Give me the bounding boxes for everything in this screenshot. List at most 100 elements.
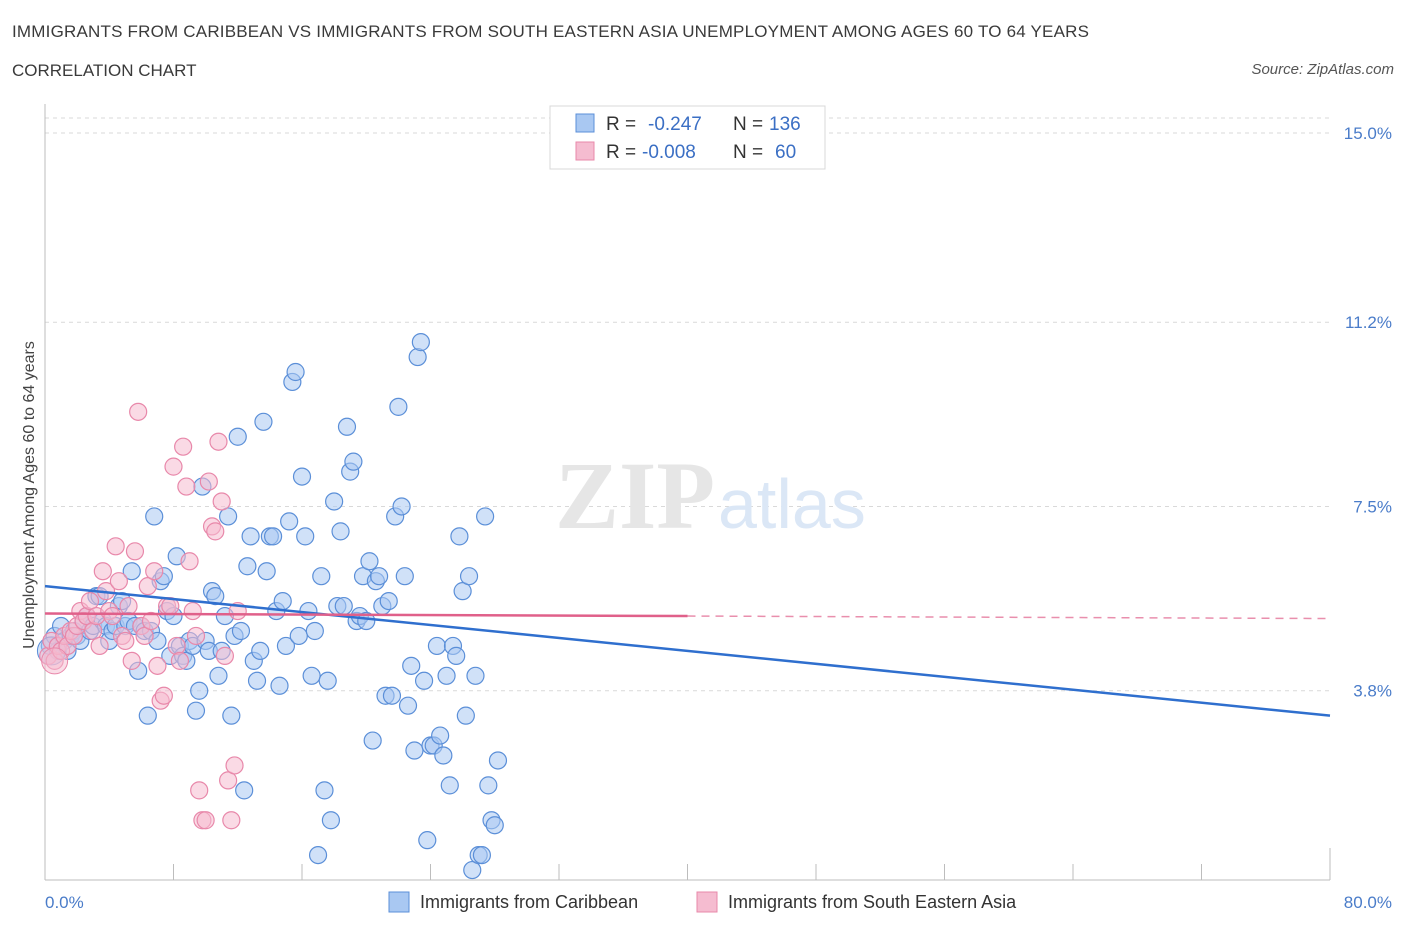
point-sea xyxy=(180,552,199,571)
point-sea xyxy=(206,522,225,541)
point-sea xyxy=(177,477,196,496)
point-caribbean xyxy=(296,527,315,546)
trend-line-sea-extension xyxy=(687,615,1331,620)
point-caribbean xyxy=(257,562,276,581)
point-sea xyxy=(222,811,241,830)
point-sea xyxy=(186,626,206,646)
point-caribbean xyxy=(206,587,225,606)
axes xyxy=(44,104,1331,881)
point-caribbean xyxy=(251,641,270,661)
point-caribbean xyxy=(472,845,491,865)
point-sea xyxy=(190,781,209,800)
point-caribbean xyxy=(241,527,260,546)
legend-swatch-sea xyxy=(575,141,595,161)
point-caribbean xyxy=(411,333,430,352)
point-caribbean xyxy=(138,706,157,725)
point-caribbean xyxy=(466,666,485,685)
point-sea xyxy=(154,686,173,705)
point-caribbean xyxy=(440,776,459,795)
point-caribbean xyxy=(395,567,414,586)
point-sea xyxy=(129,402,148,421)
point-sea xyxy=(199,472,218,491)
point-caribbean xyxy=(286,362,305,382)
legend-n-label: N = xyxy=(733,142,763,163)
point-sea xyxy=(145,562,164,581)
point-caribbean xyxy=(456,706,475,725)
top-legend: R = -0.247 N = 136 R = -0.008 N = 60 xyxy=(549,105,826,170)
point-caribbean xyxy=(418,831,437,850)
y-tick-label: 11.2% xyxy=(1345,313,1392,332)
point-caribbean xyxy=(337,417,357,436)
point-caribbean xyxy=(186,701,206,720)
point-caribbean xyxy=(289,626,308,646)
point-caribbean xyxy=(292,467,312,486)
point-caribbean xyxy=(344,452,363,471)
point-caribbean xyxy=(485,816,504,835)
point-sea xyxy=(41,647,69,675)
point-caribbean xyxy=(398,696,418,715)
legend-n-label: N = xyxy=(733,114,763,135)
y-tick-label: 7.5% xyxy=(1353,497,1392,516)
point-caribbean xyxy=(263,527,283,546)
point-sea xyxy=(209,432,228,451)
point-sea xyxy=(196,811,215,830)
legend-r-label: R = xyxy=(606,142,636,163)
source-label: Source: ZipAtlas.com xyxy=(1251,61,1394,78)
point-caribbean xyxy=(437,666,456,685)
point-caribbean xyxy=(305,621,324,641)
bottom-legend-caribbean: Immigrants from Caribbean xyxy=(420,892,638,912)
point-caribbean xyxy=(414,671,434,690)
legend-r-value: -0.247 xyxy=(648,114,702,135)
point-caribbean xyxy=(318,671,337,690)
point-caribbean xyxy=(321,811,341,830)
point-caribbean xyxy=(405,741,424,760)
point-caribbean xyxy=(280,512,299,531)
point-caribbean xyxy=(228,427,247,446)
point-sea xyxy=(141,611,161,631)
y-tick-label: 15.0% xyxy=(1344,124,1392,143)
legend-r-label: R = xyxy=(606,114,636,135)
y-tick-labels: 3.8% 7.5% 11.2% 15.0% xyxy=(1344,124,1392,701)
point-sea xyxy=(125,542,145,561)
point-caribbean xyxy=(238,557,257,576)
point-sea xyxy=(93,562,112,581)
point-caribbean xyxy=(334,596,353,616)
y-tick-label: 3.8% xyxy=(1353,682,1392,701)
legend-n-value: 60 xyxy=(775,142,796,163)
point-sea xyxy=(215,646,234,665)
point-sea xyxy=(183,601,202,621)
point-caribbean xyxy=(450,527,469,546)
watermark: ZIP atlas xyxy=(555,442,866,549)
point-caribbean xyxy=(235,781,254,800)
y-axis-label: Unemployment Among Ages 60 to 64 years xyxy=(21,341,38,649)
bottom-legend-swatch-caribbean xyxy=(388,891,410,913)
trend-line-sea xyxy=(44,612,688,618)
x-tick-label-min: 0.0% xyxy=(45,893,84,912)
svg-text:atlas: atlas xyxy=(718,465,866,543)
point-sea xyxy=(174,437,193,456)
svg-text:ZIP: ZIP xyxy=(555,442,715,549)
point-sea xyxy=(148,656,167,675)
point-caribbean xyxy=(379,591,398,611)
point-caribbean xyxy=(459,567,479,586)
point-sea xyxy=(164,457,183,476)
point-caribbean xyxy=(273,591,292,611)
point-sea xyxy=(119,596,138,616)
point-caribbean xyxy=(357,611,376,631)
legend-n-value: 136 xyxy=(769,114,801,135)
point-sea xyxy=(116,631,135,651)
point-sea xyxy=(225,756,244,775)
point-caribbean xyxy=(331,522,350,541)
point-caribbean xyxy=(447,646,466,665)
point-caribbean xyxy=(488,751,508,770)
point-caribbean xyxy=(122,562,141,581)
point-caribbean xyxy=(408,347,427,367)
point-caribbean xyxy=(476,507,495,526)
trend-lines xyxy=(44,584,1331,717)
point-caribbean xyxy=(434,746,453,765)
point-caribbean xyxy=(222,706,241,725)
legend-r-value: -0.008 xyxy=(642,142,696,163)
point-caribbean xyxy=(231,621,251,641)
point-sea xyxy=(90,636,109,656)
